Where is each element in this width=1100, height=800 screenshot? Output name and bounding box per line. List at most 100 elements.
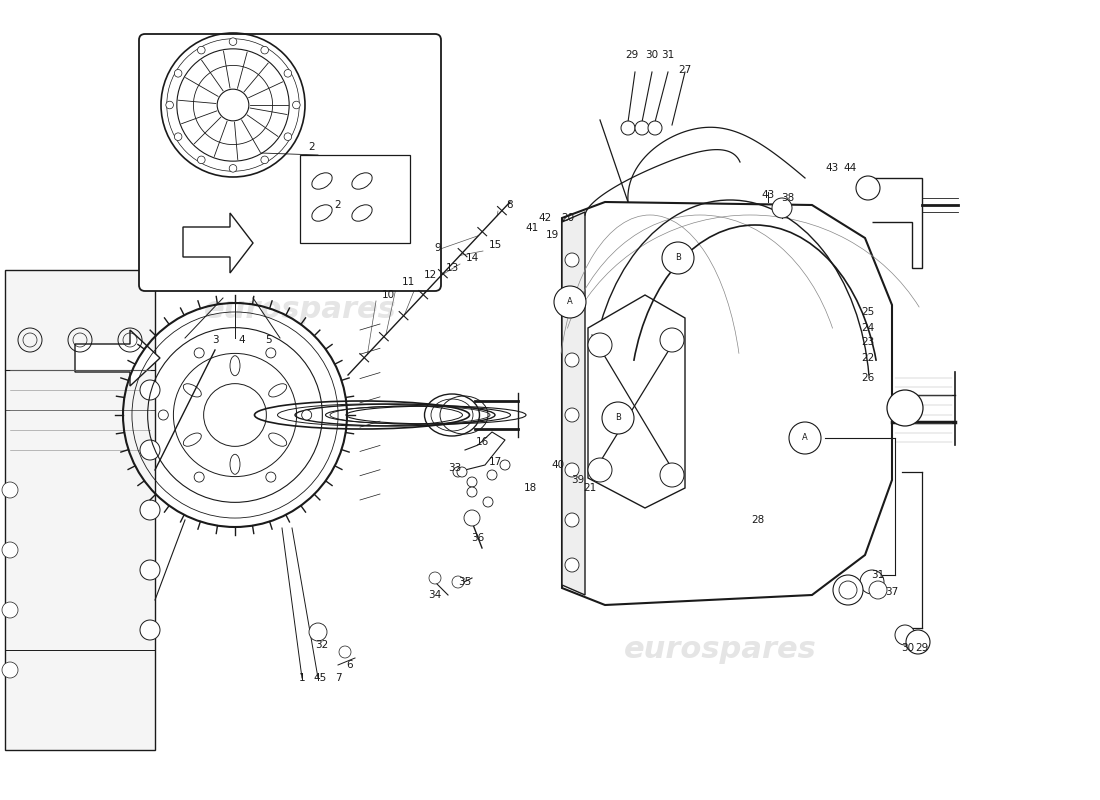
Text: 6: 6 xyxy=(346,660,353,670)
Circle shape xyxy=(565,513,579,527)
Circle shape xyxy=(869,581,887,599)
Text: 45: 45 xyxy=(314,673,327,683)
Text: 41: 41 xyxy=(526,223,539,233)
Circle shape xyxy=(772,198,792,218)
Circle shape xyxy=(140,440,159,460)
Circle shape xyxy=(906,630,930,654)
Circle shape xyxy=(140,380,159,400)
Text: 7: 7 xyxy=(334,673,341,683)
Circle shape xyxy=(339,646,351,658)
Text: 38: 38 xyxy=(781,193,794,203)
Circle shape xyxy=(266,472,276,482)
Circle shape xyxy=(839,581,857,599)
Circle shape xyxy=(166,101,174,109)
Text: 2: 2 xyxy=(309,142,316,152)
Circle shape xyxy=(2,482,18,498)
Circle shape xyxy=(229,38,236,46)
Polygon shape xyxy=(562,212,585,595)
Bar xyxy=(300,155,410,243)
Circle shape xyxy=(456,467,468,477)
Circle shape xyxy=(284,70,292,77)
Circle shape xyxy=(468,487,477,497)
Text: 14: 14 xyxy=(465,253,478,263)
Circle shape xyxy=(452,576,464,588)
Circle shape xyxy=(198,46,205,54)
Text: 8: 8 xyxy=(507,200,514,210)
Text: 30: 30 xyxy=(646,50,659,60)
FancyBboxPatch shape xyxy=(139,34,441,291)
Circle shape xyxy=(301,410,311,420)
Text: 3: 3 xyxy=(211,335,218,345)
Text: 37: 37 xyxy=(886,587,899,597)
Circle shape xyxy=(140,560,159,580)
Text: 15: 15 xyxy=(488,240,502,250)
Text: 17: 17 xyxy=(488,457,502,467)
Text: 31: 31 xyxy=(871,570,884,580)
Text: 16: 16 xyxy=(475,437,488,447)
Text: 25: 25 xyxy=(861,307,875,317)
Text: 18: 18 xyxy=(524,483,537,493)
Text: 19: 19 xyxy=(546,230,559,240)
Circle shape xyxy=(588,333,612,357)
Circle shape xyxy=(429,572,441,584)
Circle shape xyxy=(483,497,493,507)
Text: 29: 29 xyxy=(915,643,928,653)
Circle shape xyxy=(453,467,463,477)
Text: 29: 29 xyxy=(626,50,639,60)
Circle shape xyxy=(158,410,168,420)
Circle shape xyxy=(565,558,579,572)
Polygon shape xyxy=(75,330,160,386)
Text: 5: 5 xyxy=(265,335,272,345)
Circle shape xyxy=(229,165,236,172)
Text: 22: 22 xyxy=(861,353,875,363)
Circle shape xyxy=(554,286,586,318)
Text: 23: 23 xyxy=(861,337,875,347)
Text: 12: 12 xyxy=(424,270,437,280)
Text: 43: 43 xyxy=(825,163,838,173)
Text: 13: 13 xyxy=(446,263,459,273)
Circle shape xyxy=(174,70,182,77)
Circle shape xyxy=(140,500,159,520)
Circle shape xyxy=(2,662,18,678)
Text: 44: 44 xyxy=(844,163,857,173)
Text: eurospares: eurospares xyxy=(624,635,816,665)
Circle shape xyxy=(2,542,18,558)
Circle shape xyxy=(602,402,634,434)
Circle shape xyxy=(195,348,205,358)
Text: 31: 31 xyxy=(661,50,674,60)
Text: 43: 43 xyxy=(761,190,774,200)
Circle shape xyxy=(2,602,18,618)
Text: 21: 21 xyxy=(583,483,596,493)
Polygon shape xyxy=(588,295,685,508)
Circle shape xyxy=(261,156,268,164)
Circle shape xyxy=(266,348,276,358)
Text: 1: 1 xyxy=(299,673,306,683)
Text: 4: 4 xyxy=(239,335,245,345)
Circle shape xyxy=(648,121,662,135)
Circle shape xyxy=(833,575,864,605)
Circle shape xyxy=(660,463,684,487)
Text: A: A xyxy=(568,298,573,306)
Circle shape xyxy=(860,570,884,594)
Circle shape xyxy=(500,460,510,470)
Circle shape xyxy=(565,408,579,422)
Circle shape xyxy=(293,101,300,109)
Text: 34: 34 xyxy=(428,590,441,600)
Text: 39: 39 xyxy=(571,475,584,485)
Text: eurospares: eurospares xyxy=(204,295,396,325)
Circle shape xyxy=(565,253,579,267)
Text: 24: 24 xyxy=(861,323,875,333)
Polygon shape xyxy=(183,213,253,273)
Circle shape xyxy=(195,472,205,482)
Text: 42: 42 xyxy=(538,213,551,223)
Text: 26: 26 xyxy=(861,373,875,383)
Circle shape xyxy=(635,121,649,135)
Circle shape xyxy=(895,625,915,645)
Circle shape xyxy=(660,328,684,352)
Circle shape xyxy=(198,156,205,164)
Text: 36: 36 xyxy=(472,533,485,543)
Text: A: A xyxy=(802,434,807,442)
Text: 40: 40 xyxy=(551,460,564,470)
Text: 10: 10 xyxy=(382,290,395,300)
Circle shape xyxy=(621,121,635,135)
